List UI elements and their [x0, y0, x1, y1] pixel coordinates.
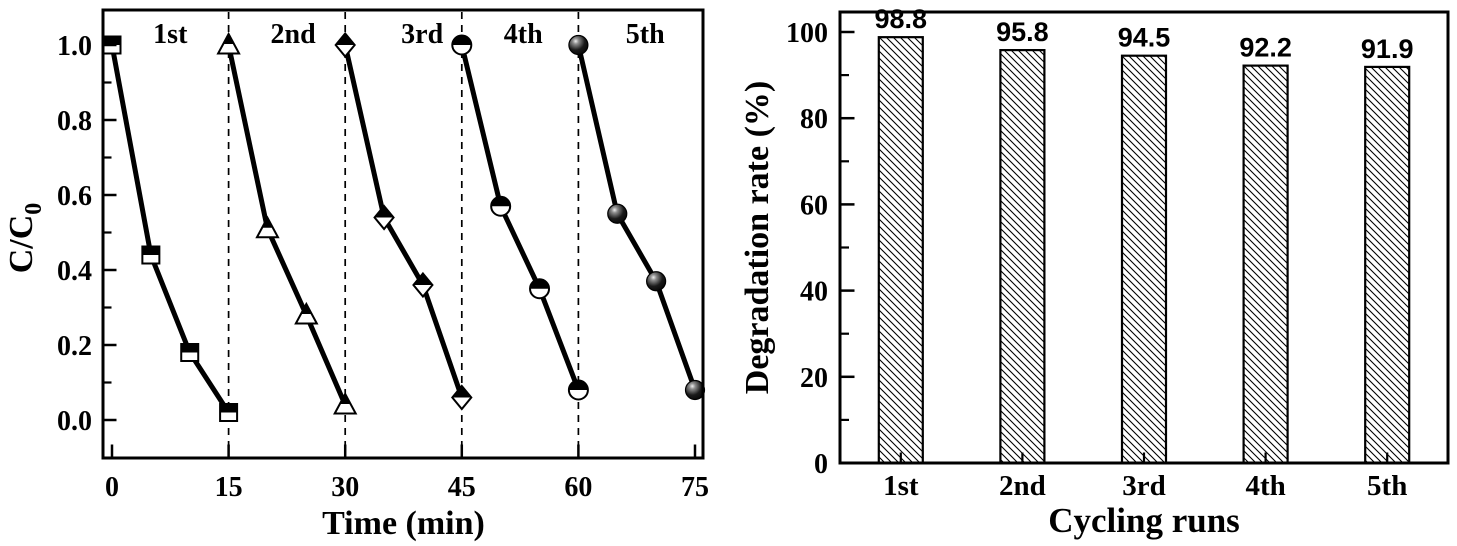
series-2nd-run	[216, 31, 358, 415]
cycle-label-2nd: 2nd	[271, 19, 317, 50]
y-tick-label: 0	[814, 449, 828, 480]
y-tick-label: 80	[800, 104, 828, 135]
series-5th-run	[568, 34, 706, 401]
bar-2nd: 95.8	[996, 17, 1049, 465]
bar-4th: 92.2	[1239, 33, 1292, 465]
y-axis-ticks: 0 20 40 60 80 100	[786, 18, 855, 480]
bar-value-label: 98.8	[875, 4, 928, 34]
x-tick-label: 3rd	[1122, 470, 1166, 502]
x-axis-title: Cycling runs	[1048, 501, 1240, 540]
bar-value-label: 92.2	[1239, 33, 1292, 63]
y-tick-label: 20	[800, 363, 828, 394]
cycle-label-1st: 1st	[153, 19, 188, 50]
x-tick-label: 30	[331, 472, 359, 503]
x-tick-label: 0	[105, 472, 119, 503]
bar-1st: 98.8	[875, 4, 928, 465]
x-tick-label: 2nd	[999, 470, 1046, 502]
bar-3rd: 94.5	[1118, 23, 1171, 465]
y-tick-label: 1.0	[57, 31, 92, 62]
cycle-label-5th: 5th	[626, 19, 665, 50]
cycle-label-3rd: 3rd	[401, 19, 443, 50]
bar-value-label: 95.8	[996, 17, 1049, 47]
x-tick-label: 15	[215, 472, 243, 503]
bar-plot-border	[838, 10, 1450, 465]
bar-value-label: 94.5	[1118, 23, 1171, 53]
series-1st-run	[102, 35, 239, 422]
x-axis-title: Time (min)	[322, 505, 485, 542]
line-plot-border	[101, 8, 705, 460]
y-tick-label: 0.8	[57, 106, 92, 137]
x-tick-label: 1st	[883, 470, 919, 502]
x-axis-ticks: 0 15 30 45 60 75	[105, 444, 709, 503]
y-tick-label: 0.4	[57, 256, 92, 287]
bar-chart-svg: 98.8 95.8 94.5 92.2 91.9 1st 2nd 3rd 4th 5th 0 20 40…	[730, 0, 1457, 546]
series-group	[102, 31, 706, 422]
bar-value-label: 91.9	[1361, 34, 1414, 64]
y-tick-label: 60	[800, 190, 828, 221]
series-3rd-run	[334, 31, 473, 411]
bar-chart-panel: 98.8 95.8 94.5 92.2 91.9 1st 2nd 3rd 4th 5th 0 20 40…	[730, 0, 1457, 546]
bars-group: 98.8 95.8 94.5 92.2 91.9	[875, 4, 1414, 465]
x-tick-label: 5th	[1367, 470, 1407, 502]
x-tick-label: 60	[564, 472, 592, 503]
y-tick-label: 100	[786, 18, 828, 49]
x-tick-label: 75	[681, 472, 709, 503]
series-4th-run	[451, 34, 589, 401]
y-tick-label: 40	[800, 277, 828, 308]
bar-5th: 91.9	[1361, 34, 1414, 465]
y-axis-ticks: 0.0 0.2 0.4 0.6 0.8 1.0	[57, 31, 117, 437]
line-chart-svg: 0.0 0.2 0.4 0.6 0.8 1.0 0 15 30 45 60 75 1st 2nd 3rd 4t…	[3, 8, 709, 542]
x-tick-label: 4th	[1245, 470, 1285, 502]
y-axis-title: Degradation rate (%)	[739, 81, 776, 394]
y-tick-label: 0.6	[57, 181, 92, 212]
y-tick-label: 0.2	[57, 331, 92, 362]
cycle-annotations: 1st 2nd 3rd 4th 5th	[153, 19, 665, 50]
y-tick-label: 0.0	[57, 406, 92, 437]
x-tick-label: 45	[448, 472, 476, 503]
bar-chart-background	[730, 0, 1457, 546]
y-axis-title: C/C0	[3, 203, 47, 274]
line-chart-panel: 0.0 0.2 0.4 0.6 0.8 1.0 0 15 30 45 60 75 1st 2nd 3rd 4t…	[3, 8, 709, 542]
cycle-label-4th: 4th	[504, 19, 543, 50]
x-axis-ticks: 1st 2nd 3rd 4th 5th	[883, 452, 1407, 502]
